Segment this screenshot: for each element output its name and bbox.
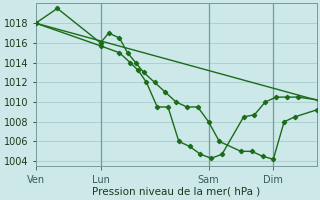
X-axis label: Pression niveau de la mer( hPa ): Pression niveau de la mer( hPa ) [92, 187, 260, 197]
